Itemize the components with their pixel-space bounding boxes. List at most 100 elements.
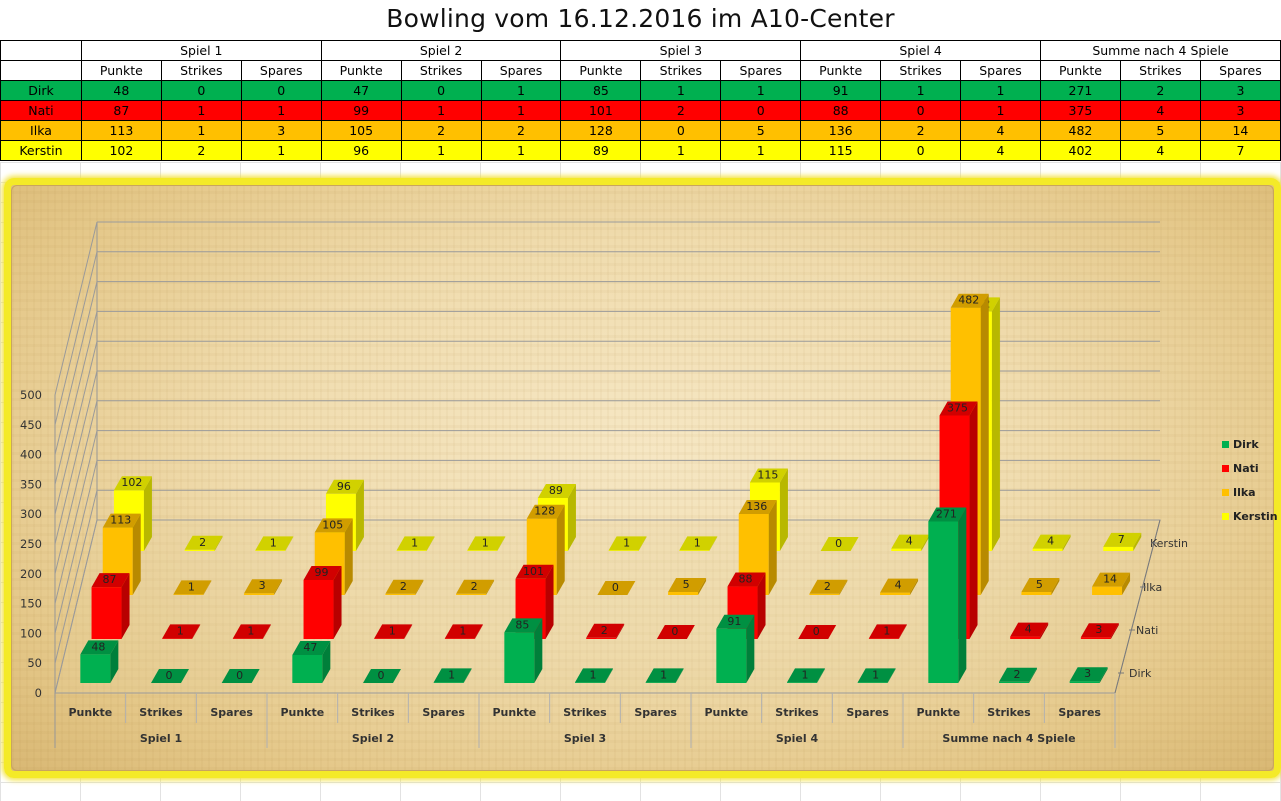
bar-top-nati: [232, 624, 271, 639]
score-cell[interactable]: 48: [80, 80, 162, 101]
score-cell[interactable]: 3: [1199, 100, 1281, 121]
score-cell[interactable]: 271: [1039, 80, 1121, 101]
score-cell[interactable]: 115: [800, 140, 882, 161]
bar-top-kerstin: [1103, 532, 1142, 547]
score-cell[interactable]: 2: [640, 100, 722, 121]
data-label: 96: [337, 480, 351, 493]
score-cell[interactable]: 4: [1119, 140, 1201, 161]
score-cell[interactable]: 89: [560, 140, 642, 161]
score-cell[interactable]: 1: [240, 140, 322, 161]
bar-top-kerstin: [113, 476, 152, 491]
score-cell[interactable]: 1: [400, 140, 482, 161]
score-cell[interactable]: 85: [560, 80, 642, 101]
data-label: 1: [802, 668, 809, 681]
score-cell[interactable]: 0: [880, 100, 962, 121]
score-cell[interactable]: 4: [960, 120, 1041, 141]
score-cell[interactable]: 4: [960, 140, 1041, 161]
score-cell[interactable]: 3: [240, 120, 322, 141]
bar-side-nati: [262, 624, 271, 639]
score-cell[interactable]: 0: [400, 80, 482, 101]
score-cell[interactable]: 1: [960, 100, 1041, 121]
bar-side-kerstin: [1133, 532, 1142, 551]
x-group-label: Spiel 4: [776, 732, 819, 745]
bar-side-ilka: [486, 579, 495, 595]
score-cell[interactable]: 47: [320, 80, 402, 101]
bar-side-kerstin: [143, 476, 152, 551]
bar-top-nati: [515, 564, 554, 579]
x-category-label: Punkte: [68, 706, 112, 719]
legend-swatch: [1222, 440, 1229, 448]
data-label: 1: [694, 536, 701, 549]
bar-side-ilka: [910, 578, 919, 595]
table-metric-header: Punkte: [320, 60, 402, 81]
score-cell[interactable]: 482: [1039, 120, 1121, 141]
score-cell[interactable]: 0: [160, 80, 242, 101]
bar-top-kerstin: [1032, 534, 1071, 549]
depth-axis-label: Ilka: [1143, 581, 1162, 594]
score-cell[interactable]: 0: [880, 140, 962, 161]
gridline-left-wall: [54, 221, 98, 396]
depth-axis-line: [1114, 519, 1161, 694]
bar-top-nati: [656, 625, 695, 639]
bar-side-dirk: [1099, 667, 1108, 683]
bar-top-nati: [303, 565, 342, 580]
bar-front-ilka: [668, 592, 699, 595]
bar-front-dirk: [857, 682, 888, 683]
bar-side-nati: [545, 564, 554, 639]
score-cell[interactable]: 2: [160, 140, 242, 161]
table-metric-header: Strikes: [640, 60, 722, 81]
data-label: 2: [199, 536, 206, 549]
bar-top-kerstin: [820, 537, 859, 551]
score-cell[interactable]: 113: [80, 120, 162, 141]
table-row: Nati 87 1 1 99 1 1 101 2 0 88 0 1 375 4 3: [0, 100, 1281, 121]
score-cell[interactable]: 99: [320, 100, 402, 121]
score-cell[interactable]: 0: [640, 120, 722, 141]
bar-top-nati: [374, 624, 413, 639]
bar-top-ilka: [456, 579, 495, 594]
player-name-cell: Dirk: [0, 80, 82, 101]
bar-front-dirk: [645, 682, 676, 683]
score-cell[interactable]: 7: [1199, 140, 1281, 161]
score-cell[interactable]: 402: [1039, 140, 1121, 161]
gridline-left-wall: [54, 430, 98, 604]
score-cell[interactable]: 96: [320, 140, 402, 161]
chart-panel[interactable]: [4, 178, 1281, 778]
data-label: 3: [259, 579, 266, 592]
bar-front-nati: [1010, 636, 1041, 639]
data-label: 2: [824, 580, 831, 593]
data-label: 1: [270, 536, 277, 549]
data-label: 0: [378, 669, 385, 682]
score-cell[interactable]: 2: [880, 120, 962, 141]
score-cell[interactable]: 1: [160, 100, 242, 121]
bar-top-dirk: [151, 669, 189, 683]
score-cell[interactable]: 136: [800, 120, 882, 141]
score-cell[interactable]: 105: [320, 120, 402, 141]
bar-top-nati: [162, 624, 201, 639]
bar-top-dirk: [292, 640, 331, 655]
bar-top-dirk: [363, 669, 401, 683]
data-label: 1: [883, 624, 890, 637]
score-cell[interactable]: 102: [80, 140, 162, 161]
score-cell[interactable]: 1: [480, 100, 562, 121]
bar-front-dirk: [292, 654, 323, 683]
x-category-label: Spares: [1058, 706, 1101, 719]
score-cell[interactable]: 5: [720, 120, 802, 141]
bar-front-kerstin: [184, 549, 215, 551]
score-cell[interactable]: 1: [960, 80, 1041, 101]
bar-front-dirk: [575, 682, 605, 683]
score-cell[interactable]: 1: [640, 140, 722, 161]
x-group-label: Spiel 3: [564, 732, 606, 745]
score-cell[interactable]: 1: [480, 140, 562, 161]
score-cell[interactable]: 101: [560, 100, 642, 121]
bar-side-ilka: [980, 293, 989, 595]
bar-side-ilka: [203, 580, 212, 595]
bar-front-kerstin: [891, 548, 922, 551]
bar-top-ilka: [385, 579, 424, 594]
bar-top-dirk: [504, 618, 543, 633]
bar-side-ilka: [344, 518, 353, 595]
bar-top-ilka: [526, 504, 565, 519]
data-label: 2: [1014, 668, 1021, 681]
score-cell[interactable]: 1: [720, 140, 802, 161]
bar-top-kerstin: [679, 536, 718, 551]
score-cell[interactable]: 0: [240, 80, 322, 101]
